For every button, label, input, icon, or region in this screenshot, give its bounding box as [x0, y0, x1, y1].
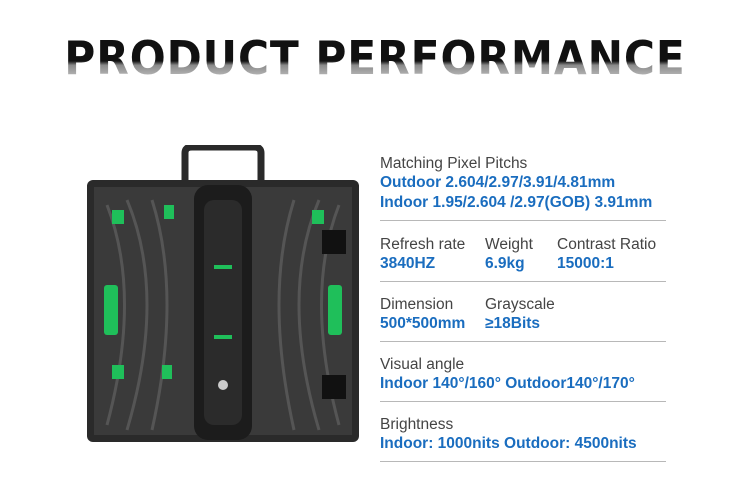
visual-angle-label: Visual angle	[380, 356, 465, 373]
brightness-label: Brightness	[380, 416, 454, 433]
weight-value: 6.9kg	[485, 255, 525, 272]
pixel-pitch-label: Matching Pixel Pitchs	[380, 155, 528, 172]
spec-row-refresh-weight-contrast: Refresh rate 3840HZ Weight 6.9kg Contrast …	[380, 221, 666, 282]
pixel-pitch-indoor: Indoor 1.95/2.604 /2.97(GOB) 3.91mm	[380, 194, 653, 211]
brightness-value: Indoor: 1000nits Outdoor: 4500nits	[380, 435, 637, 452]
grayscale-label: Grayscale	[485, 296, 555, 313]
refresh-label: Refresh rate	[380, 236, 466, 253]
spec-visual-angle: Visual angle Indoor 140°/160° Outdoor140…	[380, 342, 666, 402]
spec-pixel-pitch: Matching Pixel Pitchs Outdoor 2.604/2.97…	[380, 150, 666, 221]
contrast-label: Contrast Ratio	[557, 236, 657, 253]
spec-row-dimension-grayscale: Dimension 500*500mm Grayscale ≥18Bits	[380, 282, 666, 342]
pixel-pitch-outdoor: Outdoor 2.604/2.97/3.91/4.81mm	[380, 174, 616, 191]
spec-list: Matching Pixel Pitchs Outdoor 2.604/2.97…	[380, 150, 666, 462]
weight-label: Weight	[485, 236, 533, 253]
dimension-value: 500*500mm	[380, 315, 466, 332]
grayscale-value: ≥18Bits	[485, 315, 541, 332]
page-title: PRODUCT PERFORMANCE	[30, 28, 720, 88]
spec-brightness: Brightness Indoor: 1000nits Outdoor: 450…	[380, 402, 666, 462]
refresh-value: 3840HZ	[380, 255, 436, 272]
dimension-label: Dimension	[380, 296, 454, 313]
led-panel-image	[87, 145, 359, 442]
contrast-value: 15000:1	[557, 255, 614, 272]
visual-angle-value: Indoor 140°/160° Outdoor140°/170°	[380, 375, 635, 392]
